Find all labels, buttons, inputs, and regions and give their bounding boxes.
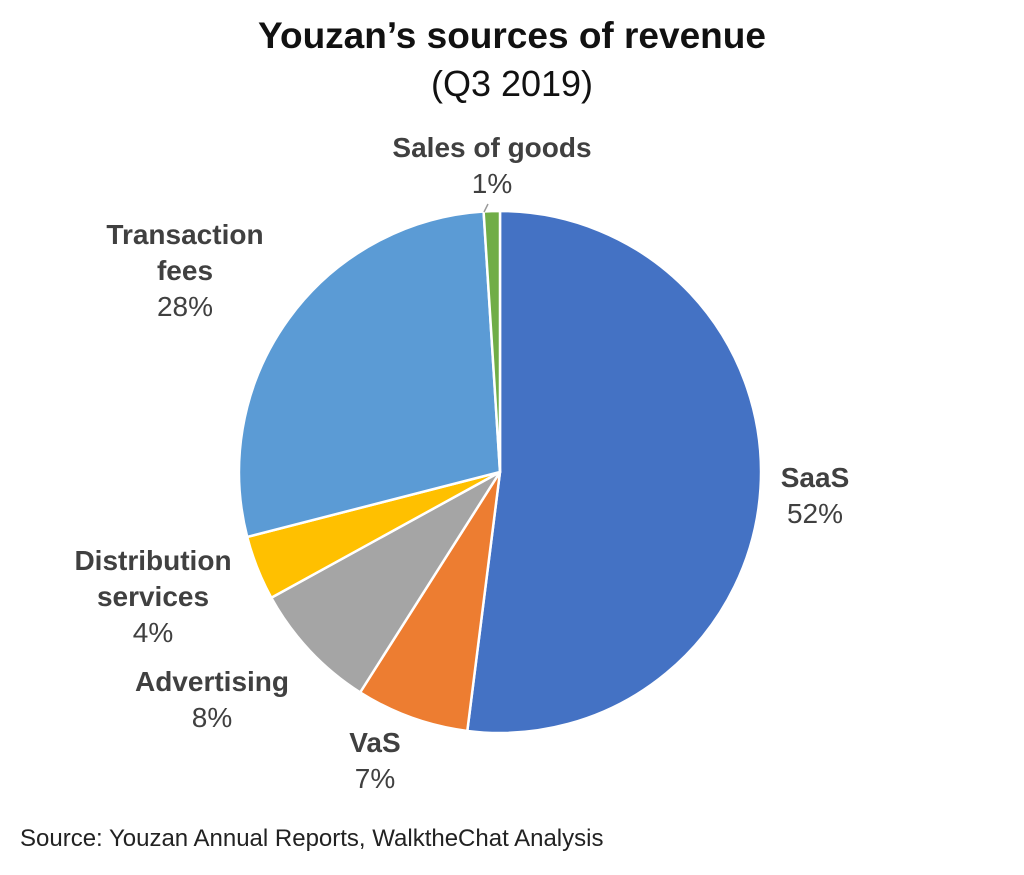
- label-sales-of-goods-value: 1%: [471, 168, 513, 199]
- label-sales-of-goods: Sales of goods 1%: [372, 130, 612, 202]
- pie-slice-vas: [358, 470, 502, 733]
- label-distribution-services-value: 4%: [132, 617, 174, 648]
- label-distribution-services-name: Distribution services: [74, 545, 232, 612]
- label-transaction-fees-value: 28%: [156, 291, 214, 322]
- label-transaction-fees-name: Transaction fees: [106, 219, 264, 286]
- label-advertising-name: Advertising: [134, 666, 290, 697]
- label-transaction-fees: Transaction fees 28%: [85, 217, 285, 325]
- label-advertising: Advertising 8%: [112, 664, 312, 736]
- label-vas: VaS 7%: [320, 725, 430, 797]
- label-saas-value: 52%: [786, 498, 844, 529]
- label-distribution-services: Distribution services 4%: [58, 543, 248, 651]
- label-vas-name: VaS: [349, 727, 401, 758]
- pie-slice-advertising: [270, 470, 502, 694]
- chart-title: Youzan’s sources of revenue: [258, 15, 766, 56]
- leader-line-sales-of-goods: [483, 203, 489, 213]
- label-sales-of-goods-name: Sales of goods: [392, 132, 592, 163]
- label-saas-name: SaaS: [780, 462, 850, 493]
- pie-slice-saas: [466, 209, 763, 735]
- chart-subtitle: (Q3 2019): [430, 63, 594, 104]
- source-note: Source: Youzan Annual Reports, WalktheCh…: [20, 825, 604, 852]
- label-saas: SaaS 52%: [760, 460, 870, 532]
- label-vas-value: 7%: [354, 763, 396, 794]
- pie-slice-transaction-fees: [237, 210, 502, 539]
- label-advertising-value: 8%: [191, 702, 233, 733]
